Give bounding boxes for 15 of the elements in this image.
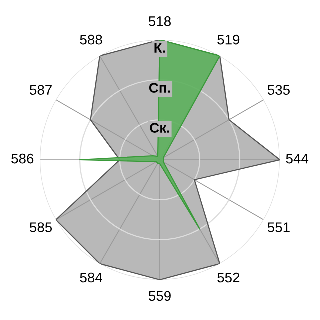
spoke-label: 519 [218, 34, 240, 45]
spoke-label: 544 [286, 154, 309, 164]
y-tick-label: К. [154, 43, 166, 53]
spoke-label: 551 [268, 222, 290, 232]
spoke-label: 588 [80, 34, 102, 45]
spoke-label: 584 [80, 272, 102, 283]
spoke-label: 535 [268, 85, 290, 96]
spoke-label: 586 [12, 154, 34, 164]
y-tick-label: Сп. [149, 83, 170, 93]
spoke-label: 587 [30, 85, 52, 96]
spoke-label: 518 [148, 16, 171, 26]
spoke-label: 585 [30, 222, 52, 232]
spoke-label: 552 [218, 272, 240, 283]
y-tick-label: Ск. [150, 123, 170, 133]
spoke-label: 559 [148, 291, 171, 302]
